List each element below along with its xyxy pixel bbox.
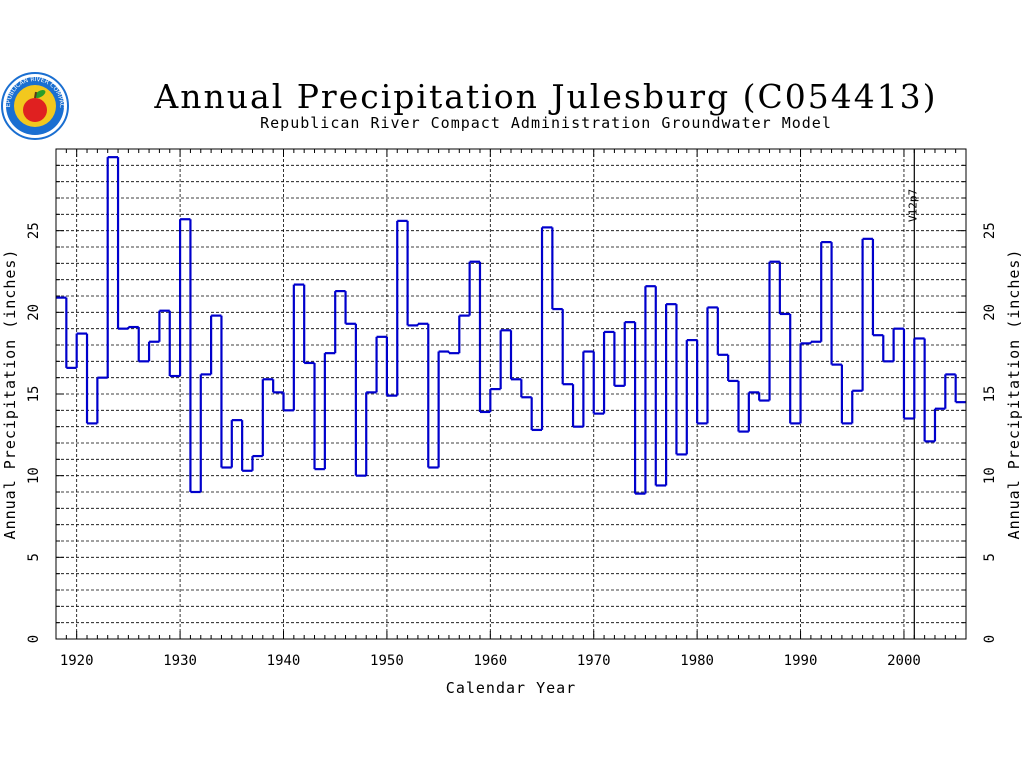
- y-tick-label: 20: [26, 304, 42, 321]
- x-tick-label: 1970: [577, 653, 611, 669]
- y-tick-label: 15: [26, 386, 42, 403]
- axis-ticks: 0 0 5 5 10 10 15 15 20 20 25 25 1920 1930 1940 1950 1960…: [26, 148, 998, 669]
- y-tick-label: 10: [26, 467, 42, 484]
- y-axis-label: Annual Precipitation (inches): [1, 249, 19, 540]
- x-tick-label: 1960: [473, 653, 507, 669]
- y-tick-label: 5: [26, 553, 42, 561]
- x-axis-label: Calendar Year: [446, 679, 576, 697]
- y2-axis-label: Annual Precipitation (inches): [1005, 249, 1023, 540]
- x-tick-label: 2000: [887, 653, 921, 669]
- y2-tick-label: 5: [982, 553, 998, 561]
- y2-tick-label: 20: [982, 304, 998, 321]
- chart-title: Annual Precipitation Julesburg (C054413): [153, 77, 937, 116]
- y2-tick-label: 15: [982, 386, 998, 403]
- y2-tick-label: 10: [982, 467, 998, 484]
- grid: [56, 149, 966, 639]
- y-tick-label: 25: [26, 222, 42, 239]
- series-precipitation: [56, 156, 966, 495]
- chart-subtitle: Republican River Compact Administration …: [260, 114, 832, 132]
- y2-tick-label: 0: [982, 635, 998, 643]
- x-tick-label: 1920: [60, 653, 94, 669]
- x-tick-label: 1940: [267, 653, 301, 669]
- x-tick-label: 1990: [784, 653, 818, 669]
- x-tick-label: 1930: [163, 653, 197, 669]
- version-marker-label: V12p7: [906, 189, 919, 222]
- x-tick-label: 1980: [680, 653, 714, 669]
- x-tick-label: 1950: [370, 653, 404, 669]
- apple-seal-logo: REPUBLICAN RIVER COMPACT: [0, 0, 69, 140]
- y2-tick-label: 25: [982, 222, 998, 239]
- y-tick-label: 0: [26, 635, 42, 643]
